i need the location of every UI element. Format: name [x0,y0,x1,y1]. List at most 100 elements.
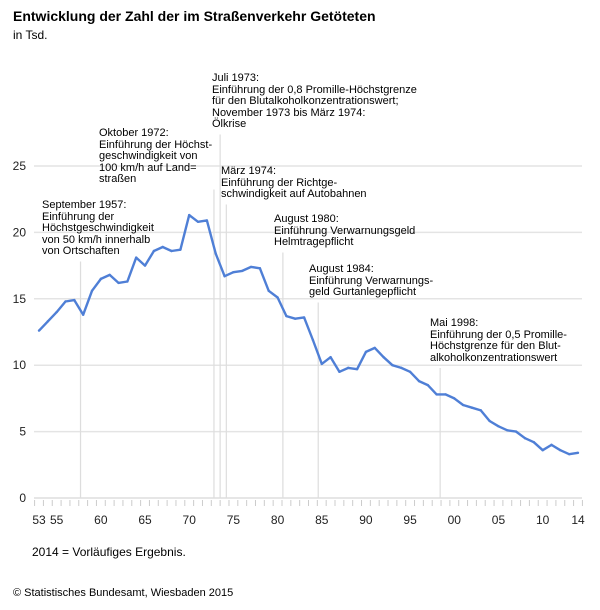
y-tick-label: 0 [19,491,26,505]
data-point [391,364,394,367]
data-point [488,419,491,423]
data-point [550,443,553,447]
x-tick-label: 14 [571,513,585,527]
data-point [541,448,544,452]
data-point [90,289,94,293]
footnote: 2014 = Vorläufiges Ergebnis. [32,545,186,559]
y-tick-label: 20 [13,225,27,239]
data-point [329,356,332,359]
data-point [506,429,509,432]
data-point [435,393,438,396]
data-point [232,271,235,274]
data-point [311,338,315,342]
gridlines [34,165,582,499]
x-tick-label: 70 [183,513,197,527]
data-point [188,213,191,217]
data-point [249,265,253,269]
y-tick-label: 10 [13,358,27,372]
data-point [444,393,447,396]
x-tick-label: 80 [271,513,285,527]
data-point [408,370,412,374]
data-point [364,350,368,354]
data-point [567,452,571,456]
data-point [338,370,341,374]
data-point [170,249,173,253]
data-point [382,356,385,359]
data-point [320,362,323,366]
data-point [514,430,518,433]
data-point [267,289,270,293]
y-tick-label: 25 [13,159,27,173]
data-point [461,403,465,407]
data-point [37,329,41,332]
annotation-lines [79,134,441,498]
data-point [99,277,103,281]
annotation-text: Juli 1973: Einführung der 0,8 Promille-H… [212,72,417,130]
data-point [302,316,306,319]
source-credit: © Statistisches Bundesamt, Wiesbaden 201… [13,587,234,599]
data-point [285,314,288,318]
data-point [241,269,244,273]
annotation-text: August 1984: Einführung Verwarnungs- gel… [309,263,434,298]
x-tick-label: 90 [359,513,373,527]
data-point [576,451,580,455]
data-point [355,367,359,371]
data-point [532,441,536,444]
x-tick-label: 53 [32,513,46,527]
data-point [479,409,483,412]
data-point [126,280,129,283]
chart-subtitle: in Tsd. [13,28,48,42]
data-point [214,252,217,255]
data-point [205,219,209,222]
x-tick-label: 75 [227,513,241,527]
x-tick-label: 00 [448,513,462,527]
data-point [373,346,376,350]
chart-title: Entwicklung der Zahl der im Straßenverke… [13,8,376,24]
data-point [108,273,111,277]
x-tick-label: 65 [138,513,152,527]
data-point [46,320,50,323]
data-point [223,275,226,278]
annotation-text: August 1980: Einführung Verwarnungsgeld … [274,213,416,248]
x-tick-label: 05 [492,513,506,527]
data-point [417,379,421,383]
data-point [152,249,156,253]
y-tick-label: 15 [13,292,27,306]
series-group [37,213,580,456]
annotation-text: September 1957: Einführung der Höchstges… [42,199,154,257]
data-point [559,448,562,452]
data-point [470,406,474,409]
data-point [453,397,456,400]
data-point [523,437,527,440]
data-point [400,366,403,370]
data-point [55,310,58,314]
data-point [161,245,164,249]
data-point [81,313,85,316]
y-tick-label: 5 [19,425,26,439]
data-point [426,383,429,387]
y-axis-labels: 0 5 10 15 20 25 [13,159,27,505]
data-point [294,317,297,320]
data-point [117,281,120,285]
x-tick-label: 60 [94,513,108,527]
data-point [276,296,279,299]
x-tick-label: 95 [403,513,417,527]
x-tick-label: 85 [315,513,329,527]
data-point [497,425,500,428]
data-point [143,264,147,267]
annotation-text: Mai 1998: Einführung der 0,5 Promille- H… [430,317,567,364]
series-line [38,213,579,456]
data-point [134,256,138,259]
x-tick-label: 55 [50,513,64,527]
data-point [73,298,76,302]
data-point [258,267,262,270]
data-point [64,300,67,303]
x-axis: 53 55 60 65 70 75 80 85 90 95 00 05 10 14 [32,500,585,527]
annotation-text: Oktober 1972: Einführung der Höchst- ges… [99,127,213,185]
x-tick-label: 10 [536,513,550,527]
data-point [347,366,350,370]
annotation-text: März 1974: Einführung der Richtge- schwi… [221,165,367,200]
data-point [196,220,200,223]
data-point [179,248,182,251]
